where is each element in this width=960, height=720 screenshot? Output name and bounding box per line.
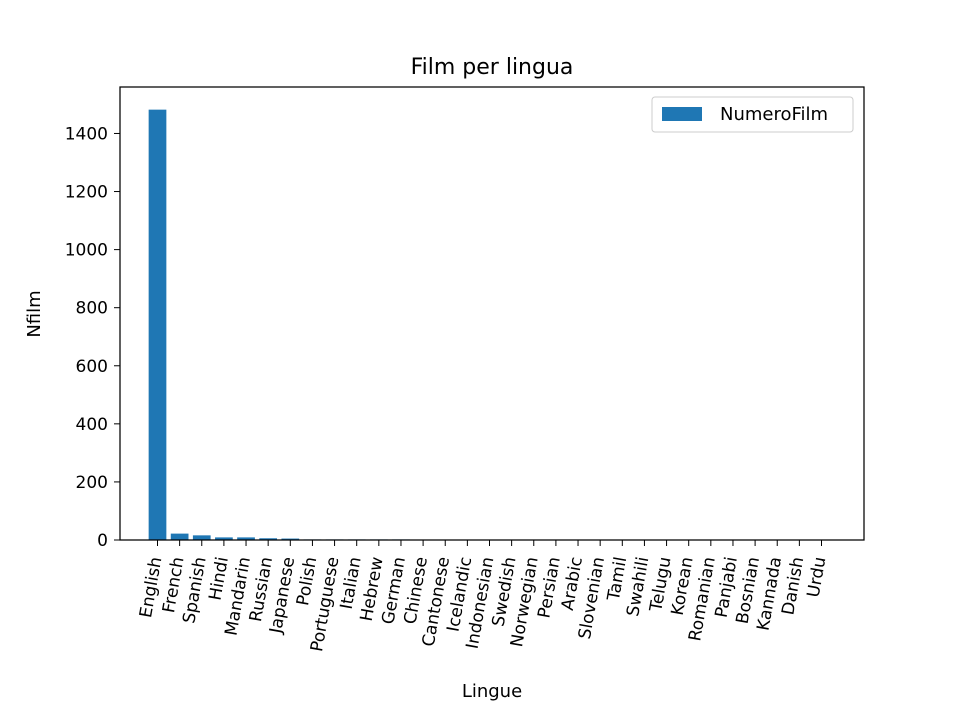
bar [148,109,167,541]
bar [237,537,255,540]
bar [170,533,189,540]
y-tick-label: 600 [76,357,108,377]
y-tick-label: 1000 [65,241,108,261]
bar [192,535,211,540]
chart-title: Film per lingua [411,55,574,80]
bar [281,538,300,540]
legend-swatch [662,107,702,121]
bar [215,537,233,540]
y-tick-label: 1400 [65,124,108,144]
legend: NumeroFilm [651,96,854,133]
y-tick-label: 0 [97,531,108,551]
legend-box [651,96,854,133]
y-tick-label: 400 [76,415,108,435]
legend-label: NumeroFilm [720,104,828,125]
y-tick-label: 200 [76,473,108,493]
plot-area-frame [119,86,865,541]
y-tick-label: 800 [76,299,108,319]
y-axis-label: Nfilm [24,290,45,337]
y-tick-label: 1200 [65,183,108,203]
x-axis-label: Lingue [462,681,522,702]
bar [259,538,278,540]
bars [148,109,831,541]
